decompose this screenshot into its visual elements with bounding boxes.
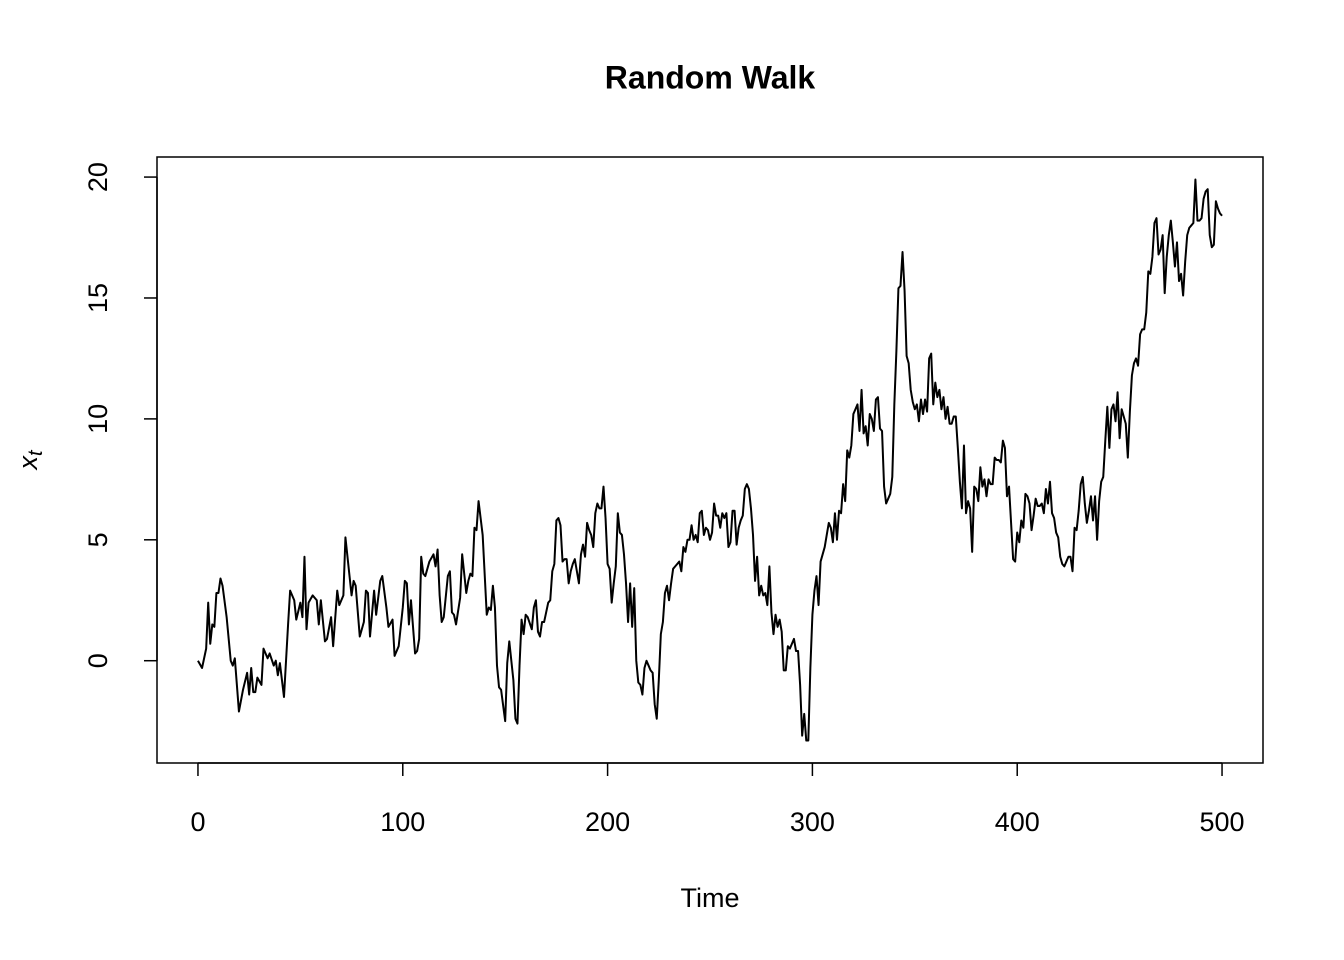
y-axis-label-main: xt <box>13 449 47 472</box>
y-tick-label: 10 <box>83 404 113 434</box>
x-tick-label: 500 <box>1200 807 1245 837</box>
chart-title: Random Walk <box>605 59 816 95</box>
x-tick-label: 300 <box>790 807 835 837</box>
x-axis-label: Time <box>681 883 740 913</box>
y-tick-label: 15 <box>83 283 113 313</box>
y-tick-label: 20 <box>83 162 113 192</box>
y-tick-label: 5 <box>83 532 113 547</box>
y-tick-label-group: 10 <box>83 404 113 434</box>
y-tick-label-group: 0 <box>83 653 113 668</box>
y-axis-label-text: x <box>13 455 43 472</box>
y-tick-label-group: 5 <box>83 532 113 547</box>
y-tick-label: 0 <box>83 653 113 668</box>
y-axis-label: xt <box>13 449 47 472</box>
y-tick-label-group: 15 <box>83 283 113 313</box>
x-tick-label: 400 <box>995 807 1040 837</box>
data-line <box>197 178 1223 742</box>
y-tick-label-group: 20 <box>83 162 113 192</box>
x-tick-label: 0 <box>190 807 205 837</box>
x-tick-label: 200 <box>585 807 630 837</box>
y-axis-label-subscript: t <box>25 449 47 456</box>
x-tick-label: 100 <box>380 807 425 837</box>
